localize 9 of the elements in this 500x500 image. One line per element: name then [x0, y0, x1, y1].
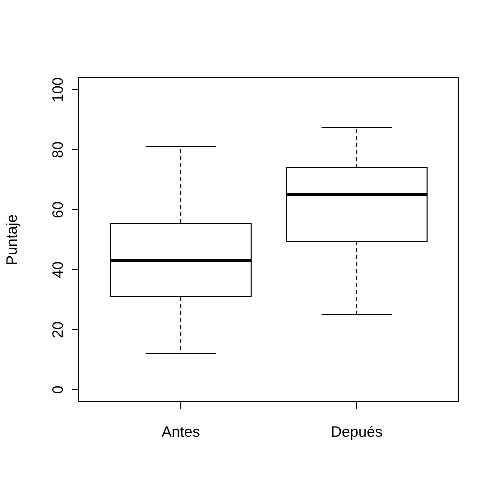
x-tick-label: Depués — [331, 424, 383, 441]
y-tick-label: 0 — [50, 386, 67, 394]
y-tick-label: 60 — [50, 202, 67, 218]
x-tick-label: Antes — [162, 424, 200, 441]
y-tick-label: 80 — [50, 142, 67, 158]
y-axis-title: Puntaje — [4, 214, 21, 266]
y-tick-label: 20 — [50, 322, 67, 338]
y-tick-label: 40 — [50, 262, 67, 278]
y-tick-label: 100 — [50, 77, 67, 103]
